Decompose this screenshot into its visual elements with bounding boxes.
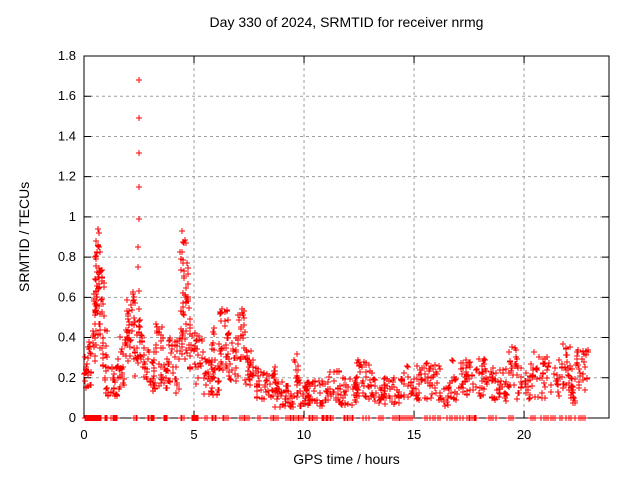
y-tick-label: 1.2 — [58, 169, 76, 184]
chart-title: Day 330 of 2024, SRMTID for receiver nrm… — [209, 14, 484, 30]
y-tick-label: 0.4 — [58, 330, 76, 345]
y-tick-label: 0.8 — [58, 249, 76, 264]
x-tick-label: 5 — [190, 427, 197, 442]
y-tick-label: 0.6 — [58, 289, 76, 304]
y-tick-label: 0 — [69, 410, 76, 425]
gridlines — [84, 56, 609, 418]
x-axis-label: GPS time / hours — [293, 451, 400, 467]
y-tick-label: 1.8 — [58, 48, 76, 63]
x-tick-label: 15 — [407, 427, 421, 442]
y-tick-label: 1 — [69, 209, 76, 224]
y-tick-label: 0.2 — [58, 370, 76, 385]
x-tick-label: 0 — [80, 427, 87, 442]
x-tick-label: 10 — [297, 427, 311, 442]
y-tick-label: 1.4 — [58, 128, 76, 143]
x-tick-label: 20 — [517, 427, 531, 442]
data-points — [81, 77, 591, 421]
y-tick-label: 1.6 — [58, 88, 76, 103]
